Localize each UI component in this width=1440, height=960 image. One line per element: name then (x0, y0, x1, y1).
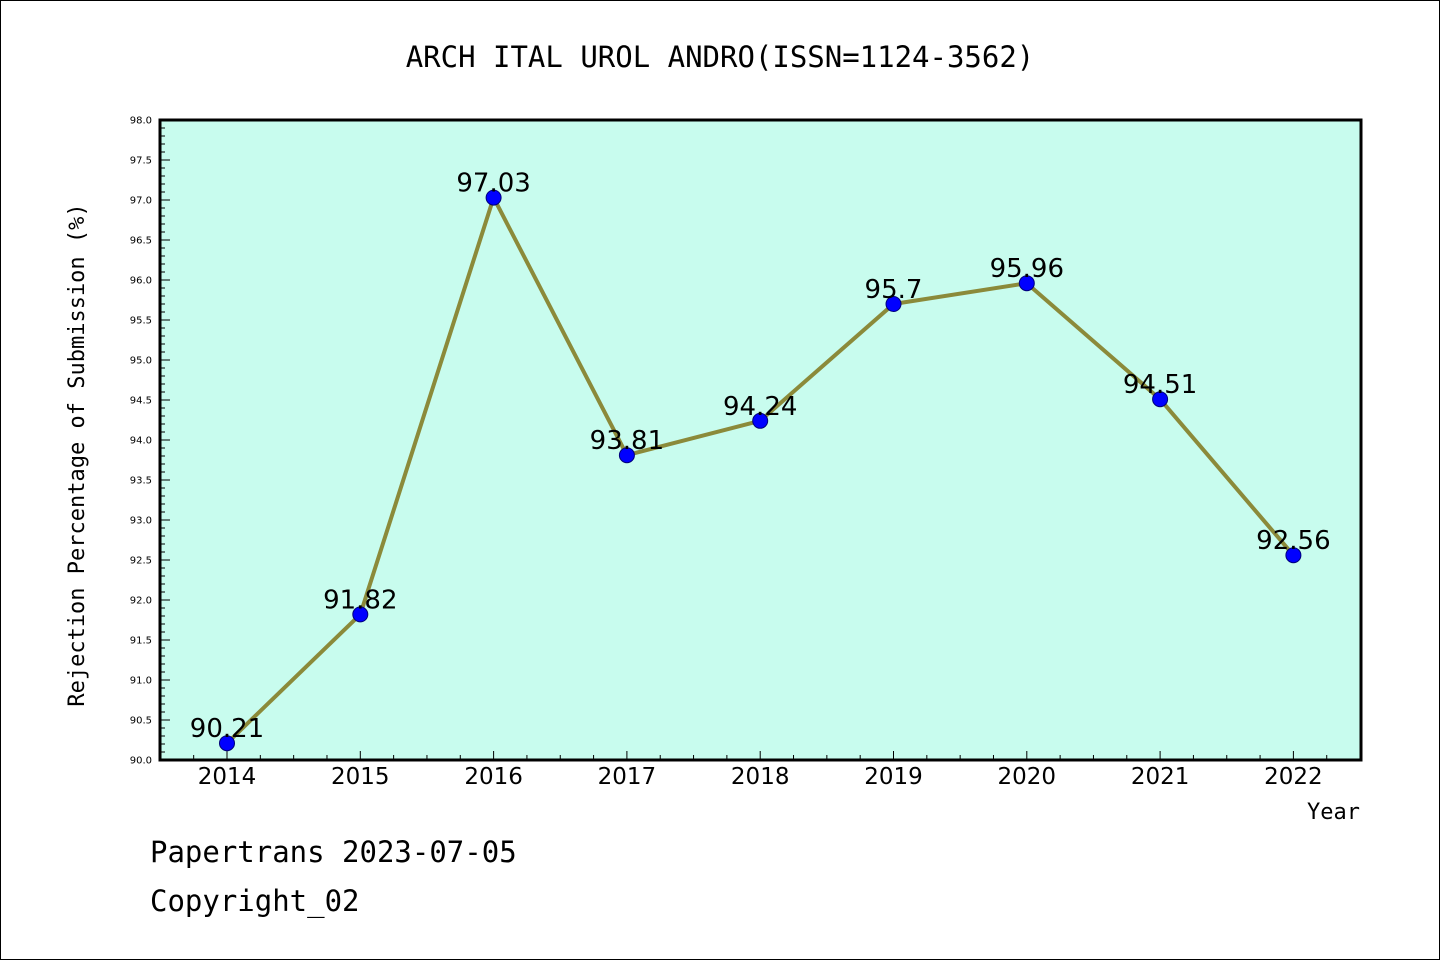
data-label: 95.7 (865, 275, 923, 305)
data-label: 94.24 (723, 392, 797, 422)
x-tick-label: 2017 (598, 764, 657, 790)
data-point (219, 735, 235, 752)
data-labels: 90.21 91.82 97.03 93.81 94.24 95.7 95.96 94.51 9… (190, 169, 1331, 745)
data-point (752, 412, 769, 429)
x-tick-label: 2022 (1264, 764, 1323, 790)
data-label: 92.56 (1256, 526, 1330, 556)
y-tick-label: 97.0 (130, 196, 152, 207)
data-point (485, 189, 502, 206)
plot-area (160, 120, 1361, 760)
data-point (1285, 547, 1302, 564)
data-label: 90.21 (190, 714, 264, 744)
data-point (1018, 275, 1035, 292)
x-tick-label: 2016 (464, 764, 523, 790)
x-axis-label: Year (1307, 800, 1360, 825)
y-axis-label: Rejection Percentage of Submission (%) (65, 203, 90, 706)
data-point (352, 606, 369, 623)
y-tick-label: 93.0 (130, 516, 152, 527)
y-tick-label: 92.0 (130, 596, 152, 607)
data-label: 94.51 (1123, 370, 1197, 400)
x-tick-label: 2019 (864, 764, 923, 790)
y-tick-label: 95.0 (130, 356, 152, 367)
chart-title: ARCH ITAL UROL ANDRO(ISSN=1124-3562) (406, 40, 1035, 74)
y-tick-label: 95.5 (130, 316, 152, 327)
data-label: 91.82 (323, 585, 397, 615)
x-axis: 2014 2015 2016 2017 2018 2019 2020 2021 2022 (159, 751, 1361, 790)
data-point (618, 447, 635, 464)
footer-copyright-text: Copyright_02 (150, 884, 360, 918)
data-point (885, 296, 902, 312)
y-tick-label: 90.5 (130, 716, 152, 727)
data-label: 97.03 (456, 169, 530, 199)
y-tick-label: 91.0 (130, 676, 152, 687)
data-label: 95.96 (990, 254, 1064, 284)
footer-date-text: Papertrans 2023-07-05 (150, 835, 517, 869)
x-tick-label: 2021 (1131, 764, 1190, 790)
x-tick-label: 2018 (731, 764, 790, 790)
y-tick-label: 98.0 (130, 116, 152, 127)
x-tick-label: 2015 (331, 764, 390, 790)
data-label: 93.81 (590, 426, 664, 456)
y-tick-label: 93.5 (130, 476, 152, 487)
y-tick-label: 91.5 (130, 636, 152, 647)
x-tick-label: 2014 (198, 764, 257, 790)
data-point (1152, 391, 1169, 408)
y-tick-label: 94.5 (130, 396, 152, 407)
y-tick-label: 96.5 (130, 236, 152, 247)
y-tick-label: 97.5 (130, 156, 152, 167)
y-tick-label: 96.0 (130, 276, 152, 287)
y-tick-label: 94.0 (130, 436, 152, 447)
x-tick-label: 2020 (998, 764, 1057, 790)
plot-border (158, 118, 1363, 762)
y-tick-label: 92.5 (130, 556, 152, 567)
series-rejection-percentage (219, 189, 1302, 752)
y-tick-label: 90.0 (130, 756, 152, 767)
